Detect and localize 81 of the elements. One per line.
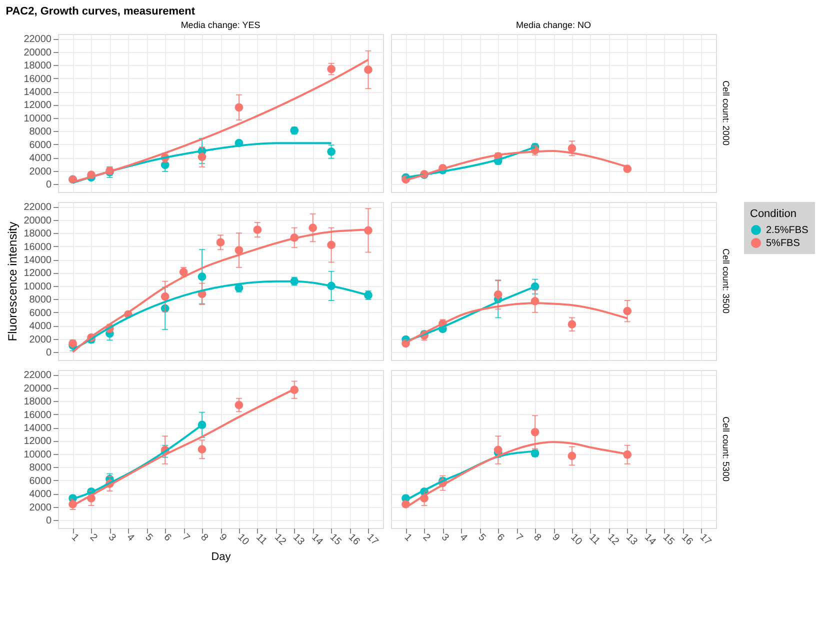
x-tick-label: 15 <box>328 532 344 548</box>
text: Media change: NO <box>516 20 592 30</box>
x-tick-label: 1 <box>402 532 414 544</box>
y-tick-label: 0 <box>46 348 52 359</box>
y-tick-label: 8000 <box>29 126 52 138</box>
x-tick-label: 16 <box>346 532 362 548</box>
y-tick-label: 14000 <box>24 255 52 266</box>
y-tick-label: 2000 <box>29 502 52 514</box>
x-tick-label: 10 <box>568 532 584 548</box>
y-tick-label: 14000 <box>24 423 52 434</box>
y-tick-label: 4000 <box>29 321 52 332</box>
y-tick-label: 22000 <box>24 34 52 46</box>
y-tick-label: 8000 <box>29 462 52 474</box>
x-tick-label: 13 <box>624 532 640 548</box>
x-tick-label: 7 <box>512 532 525 544</box>
y-tick-label: 6000 <box>29 140 52 151</box>
y-tick-label: 10000 <box>24 113 52 124</box>
y-tick-label: 10000 <box>24 449 52 460</box>
legend-label: 5%FBS <box>766 238 800 249</box>
x-tick-label: 11 <box>586 532 602 548</box>
x-tick-label: 12 <box>272 532 288 548</box>
x-tick-label: 3 <box>438 532 451 544</box>
x-tick-label: 1 <box>69 532 82 544</box>
x-axis-title: Day <box>211 550 232 563</box>
x-tick-label: 4 <box>457 532 470 544</box>
x-tick-label: 16 <box>679 532 695 548</box>
x-tick-label: 15 <box>660 532 677 548</box>
x-tick-label: 14 <box>642 532 658 548</box>
x-tick-label: 9 <box>550 532 562 544</box>
x-tick-label: 10 <box>235 532 252 548</box>
x-tick-label: 3 <box>106 532 118 544</box>
text: Cell count: 5300 <box>721 416 731 482</box>
y-tick-label: 2000 <box>29 334 52 346</box>
x-tick-label: 2 <box>87 532 100 544</box>
text: Cell count: 2000 <box>721 80 731 146</box>
y-tick-label: 6000 <box>29 476 52 487</box>
x-tick-label: 4 <box>124 532 136 544</box>
y-tick-label: 16000 <box>24 74 52 85</box>
chart-title: PAC2, Growth curves, measurement <box>6 6 196 18</box>
y-tick-label: 6000 <box>29 308 52 319</box>
y-tick-label: 20000 <box>24 47 52 58</box>
y-tick-label: 20000 <box>24 215 52 226</box>
y-tick-label: 14000 <box>24 87 52 98</box>
legend-label: 2.5%FBS <box>766 225 809 236</box>
x-tick-label: 7 <box>180 532 192 544</box>
y-tick-label: 22000 <box>24 202 52 214</box>
x-tick-label: 12 <box>605 532 622 548</box>
x-tick-label: 17 <box>364 532 380 548</box>
x-tick-label: 6 <box>161 532 174 544</box>
y-tick-label: 16000 <box>24 242 52 253</box>
x-tick-label: 9 <box>216 532 229 544</box>
y-tick-label: 4000 <box>29 489 52 500</box>
y-tick-label: 18000 <box>24 228 52 240</box>
y-tick-label: 0 <box>46 516 52 527</box>
y-tick-label: 12000 <box>24 436 52 448</box>
y-tick-label: 2000 <box>29 166 52 178</box>
x-tick-label: 8 <box>531 532 544 544</box>
x-tick-label: 5 <box>142 532 155 544</box>
y-tick-label: 8000 <box>29 294 52 306</box>
y-tick-label: 0 <box>46 180 52 191</box>
y-tick-label: 12000 <box>24 268 52 280</box>
x-tick-label: 17 <box>697 532 714 548</box>
y-tick-label: 16000 <box>24 410 52 421</box>
legend-title: Condition <box>750 208 796 220</box>
y-tick-label: 18000 <box>24 60 52 72</box>
y-tick-label: 20000 <box>24 383 52 394</box>
y-tick-label: 12000 <box>24 100 52 112</box>
text: Cell count: 3500 <box>721 248 731 314</box>
x-tick-label: 6 <box>494 532 506 544</box>
x-tick-label: 11 <box>254 532 270 548</box>
y-axis-title: Fluorescence intensity <box>6 222 20 342</box>
y-tick-label: 4000 <box>29 153 52 164</box>
x-tick-label: 8 <box>198 532 210 544</box>
text: Media change: YES <box>180 20 260 30</box>
y-tick-label: 18000 <box>24 396 52 408</box>
x-tick-label: 2 <box>420 532 433 544</box>
y-tick-label: 22000 <box>24 370 52 382</box>
x-tick-label: 14 <box>309 532 326 548</box>
x-tick-label: 5 <box>476 532 488 544</box>
y-tick-label: 10000 <box>24 281 52 292</box>
x-tick-label: 13 <box>290 532 307 548</box>
